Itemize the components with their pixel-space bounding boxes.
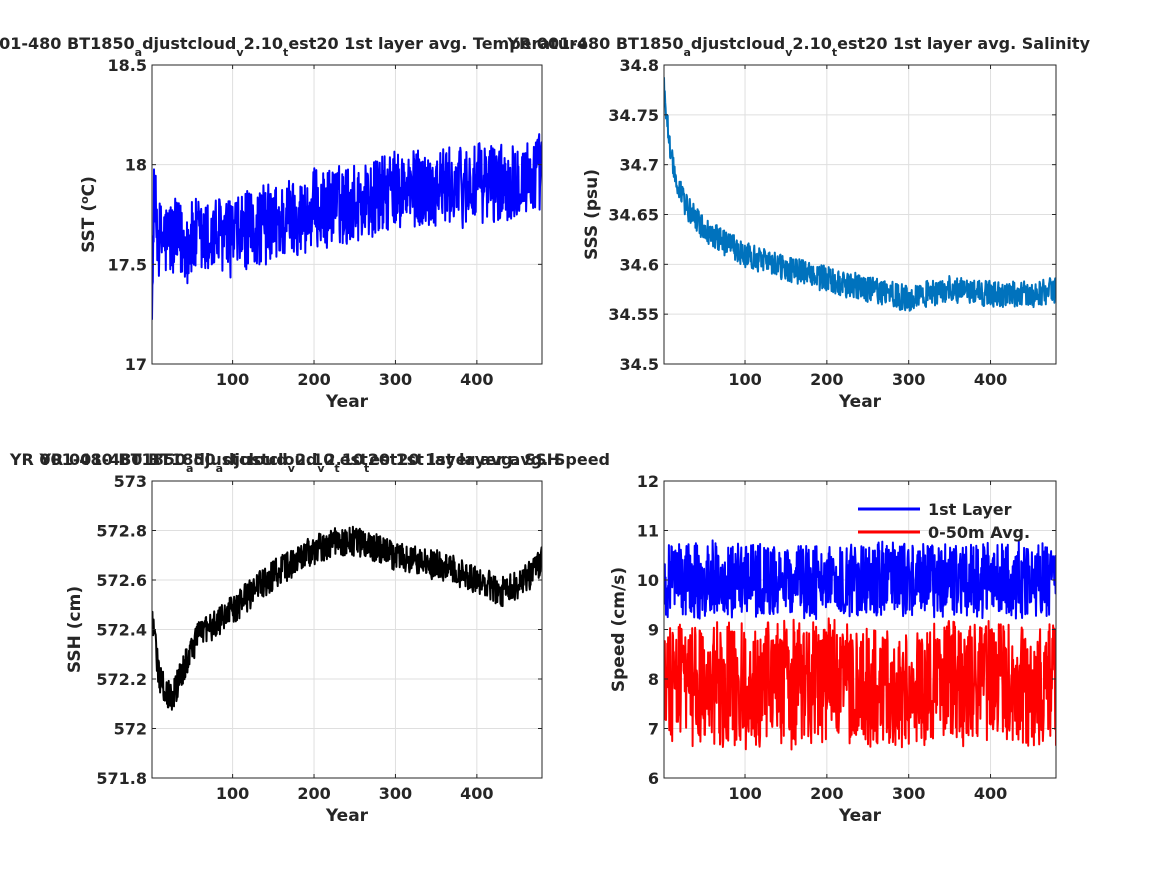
chart-title-part: djustcloud: [223, 450, 317, 469]
chart-title-part: est20 1st layer avg. Speed: [369, 450, 610, 469]
chart-title-part: YR 001-480 BT1850: [506, 34, 683, 53]
y-axis-label: SSS (psu): [582, 169, 602, 260]
y-tick-label: 18.5: [108, 56, 147, 75]
chart-title-part: est20 1st layer avg. Salinity: [837, 34, 1090, 53]
y-tick-label: 34.6: [620, 255, 659, 274]
y-tick-label: 572: [114, 720, 147, 739]
chart-title-part: t: [334, 462, 339, 475]
x-tick-label: 400: [460, 370, 493, 389]
y-tick-label: 34.5: [620, 355, 659, 374]
y-tick-label: 12: [637, 472, 659, 491]
y-axis-label-part: SST (: [79, 204, 99, 253]
x-axis-label: Year: [325, 392, 369, 412]
y-tick-label: 34.7: [620, 156, 659, 175]
legend-label: 1st Layer: [928, 500, 1012, 519]
chart-title-part: 2.10: [792, 34, 831, 53]
y-tick-label: 17.5: [108, 255, 147, 274]
x-axis-label: Year: [838, 806, 882, 826]
x-tick-label: 100: [728, 784, 761, 803]
y-tick-label: 572.8: [96, 522, 147, 541]
x-tick-label: 200: [810, 784, 843, 803]
chart-title-part: v: [785, 46, 793, 59]
y-tick-label: 11: [637, 522, 659, 541]
y-tick-label: 8: [648, 670, 659, 689]
x-tick-label: 100: [216, 784, 249, 803]
chart-title-part: djustcloud: [142, 34, 236, 53]
chart-title-part: a: [683, 46, 690, 59]
x-tick-label: 200: [297, 784, 330, 803]
x-tick-label: 300: [379, 784, 412, 803]
y-tick-label: 18: [125, 156, 147, 175]
y-tick-label: 34.75: [608, 106, 659, 125]
y-tick-label: 34.65: [608, 206, 659, 225]
x-tick-label: 200: [297, 370, 330, 389]
x-tick-label: 200: [810, 370, 843, 389]
axes-box: [151, 64, 543, 365]
chart-title-part: est20 1st layer avg. Temperature: [288, 34, 588, 53]
series-line: [664, 617, 1056, 751]
chart-title-part: a: [216, 462, 223, 475]
y-axis-label-part: C): [79, 176, 99, 196]
chart-panel: 100 200 300 400 571.8 572 572.2 572.4 572.6 572.8…: [9, 450, 560, 826]
chart-title: YR 001-480 BT1850adjustcloudv2.10test20 …: [38, 450, 610, 475]
x-axis-label: Year: [838, 392, 882, 412]
chart-panel: 100 200 300 400 6 7 8 9 10 11 12 Year Speed (cm/s) YR…: [38, 450, 1057, 826]
chart-title: YR 001-480 BT1850adjustcloudv2.10test20 …: [506, 34, 1090, 59]
y-tick-label: 572.6: [96, 571, 147, 590]
x-tick-label: 400: [460, 784, 493, 803]
chart-title-part: t: [364, 462, 369, 475]
x-tick-label: 100: [216, 370, 249, 389]
legend: 1st Layer 0-50m Avg.: [858, 500, 1030, 542]
chart-title-part: 2.10: [295, 450, 334, 469]
x-tick-label: 300: [892, 370, 925, 389]
chart-title-part: djustcloud: [691, 34, 785, 53]
x-tick-label: 300: [892, 784, 925, 803]
chart-title-part: a: [135, 46, 142, 59]
x-tick-label: 100: [728, 370, 761, 389]
y-tick-label: 7: [648, 720, 659, 739]
series-line: [152, 525, 542, 711]
y-tick-label: 34.8: [620, 56, 659, 75]
chart-title-part: YR 001-480 BT1850: [9, 450, 186, 469]
y-axis-label: SSH (cm): [65, 586, 85, 673]
chart-title-part: est20 1st layer avg. SSH: [340, 450, 560, 469]
chart-title-part: YR 001-480 BT1850: [38, 450, 215, 469]
y-axis-label-part: o: [78, 196, 91, 204]
y-axis-label: Speed (cm/s): [609, 567, 629, 692]
y-tick-label: 17: [125, 355, 147, 374]
x-tick-label: 400: [974, 370, 1007, 389]
y-tick-label: 572.2: [96, 670, 147, 689]
chart-title-part: v: [288, 462, 296, 475]
chart-title-part: t: [283, 46, 288, 59]
x-tick-label: 400: [974, 784, 1007, 803]
y-tick-label: 571.8: [96, 769, 147, 788]
y-tick-label: 573: [114, 472, 147, 491]
y-tick-label: 572.4: [96, 621, 147, 640]
chart-title-part: 2.10: [244, 34, 283, 53]
chart-panel: 100 200 300 400 17 17.5 18 18.5 Year SST (oC) YR 0…: [0, 34, 588, 412]
series-line: [664, 77, 1056, 312]
chart-title-part: djustcloud: [193, 450, 287, 469]
y-axis-label: SST (oC): [78, 176, 100, 253]
chart-title-part: t: [832, 46, 837, 59]
y-tick-label: 6: [648, 769, 659, 788]
chart-title-part: v: [236, 46, 244, 59]
legend-label: 0-50m Avg.: [928, 523, 1030, 542]
y-tick-label: 10: [637, 571, 659, 590]
chart-title-part: a: [186, 462, 193, 475]
series-line: [152, 133, 542, 320]
chart-title-part: v: [317, 462, 325, 475]
chart-title: YR 001-480 BT1850adjustcloudv2.10test20 …: [9, 450, 560, 475]
chart-title: YR 001-480 BT1850adjustcloudv2.10test20 …: [0, 34, 588, 59]
chart-title-part: YR 001-480 BT1850: [0, 34, 135, 53]
y-tick-label: 34.55: [608, 305, 659, 324]
y-tick-label: 9: [648, 621, 659, 640]
x-tick-label: 300: [379, 370, 412, 389]
chart-panel: 100 200 300 400 34.5 34.55 34.6 34.65 34.7 34.75 3…: [506, 34, 1090, 412]
series-line: [664, 539, 1056, 621]
x-axis-label: Year: [325, 806, 369, 826]
chart-title-part: 2.10: [325, 450, 364, 469]
